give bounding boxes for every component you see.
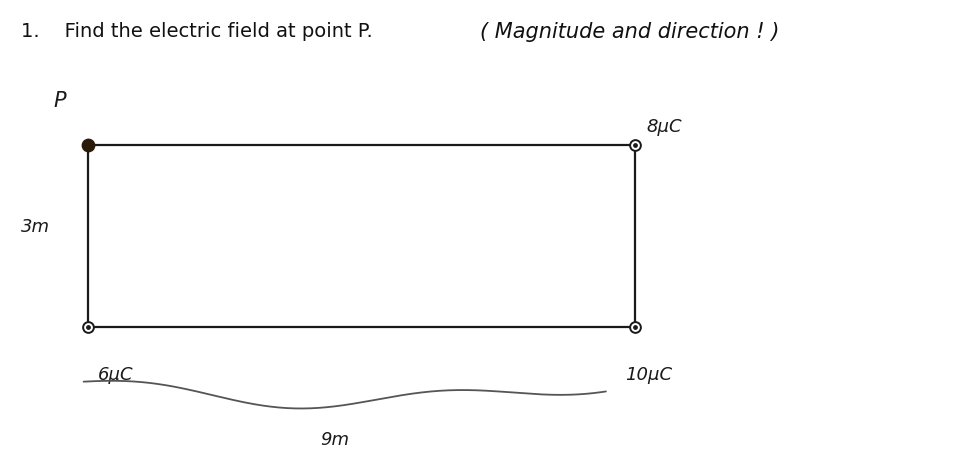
Point	[627, 141, 642, 149]
Text: 10μC: 10μC	[625, 366, 672, 384]
Text: 9m: 9m	[320, 432, 349, 450]
Point	[80, 141, 96, 149]
Point	[80, 324, 96, 331]
Point	[627, 141, 642, 149]
Point	[627, 324, 642, 331]
Text: ( Magnitude and direction ! ): ( Magnitude and direction ! )	[480, 22, 779, 42]
Text: 8μC: 8μC	[646, 118, 681, 136]
Point	[80, 324, 96, 331]
Text: 1.    Find the electric field at point P.: 1. Find the electric field at point P.	[20, 22, 378, 41]
Text: 6μC: 6μC	[98, 366, 134, 384]
Text: 3m: 3m	[20, 218, 49, 236]
Text: P: P	[53, 91, 66, 112]
Point	[627, 324, 642, 331]
